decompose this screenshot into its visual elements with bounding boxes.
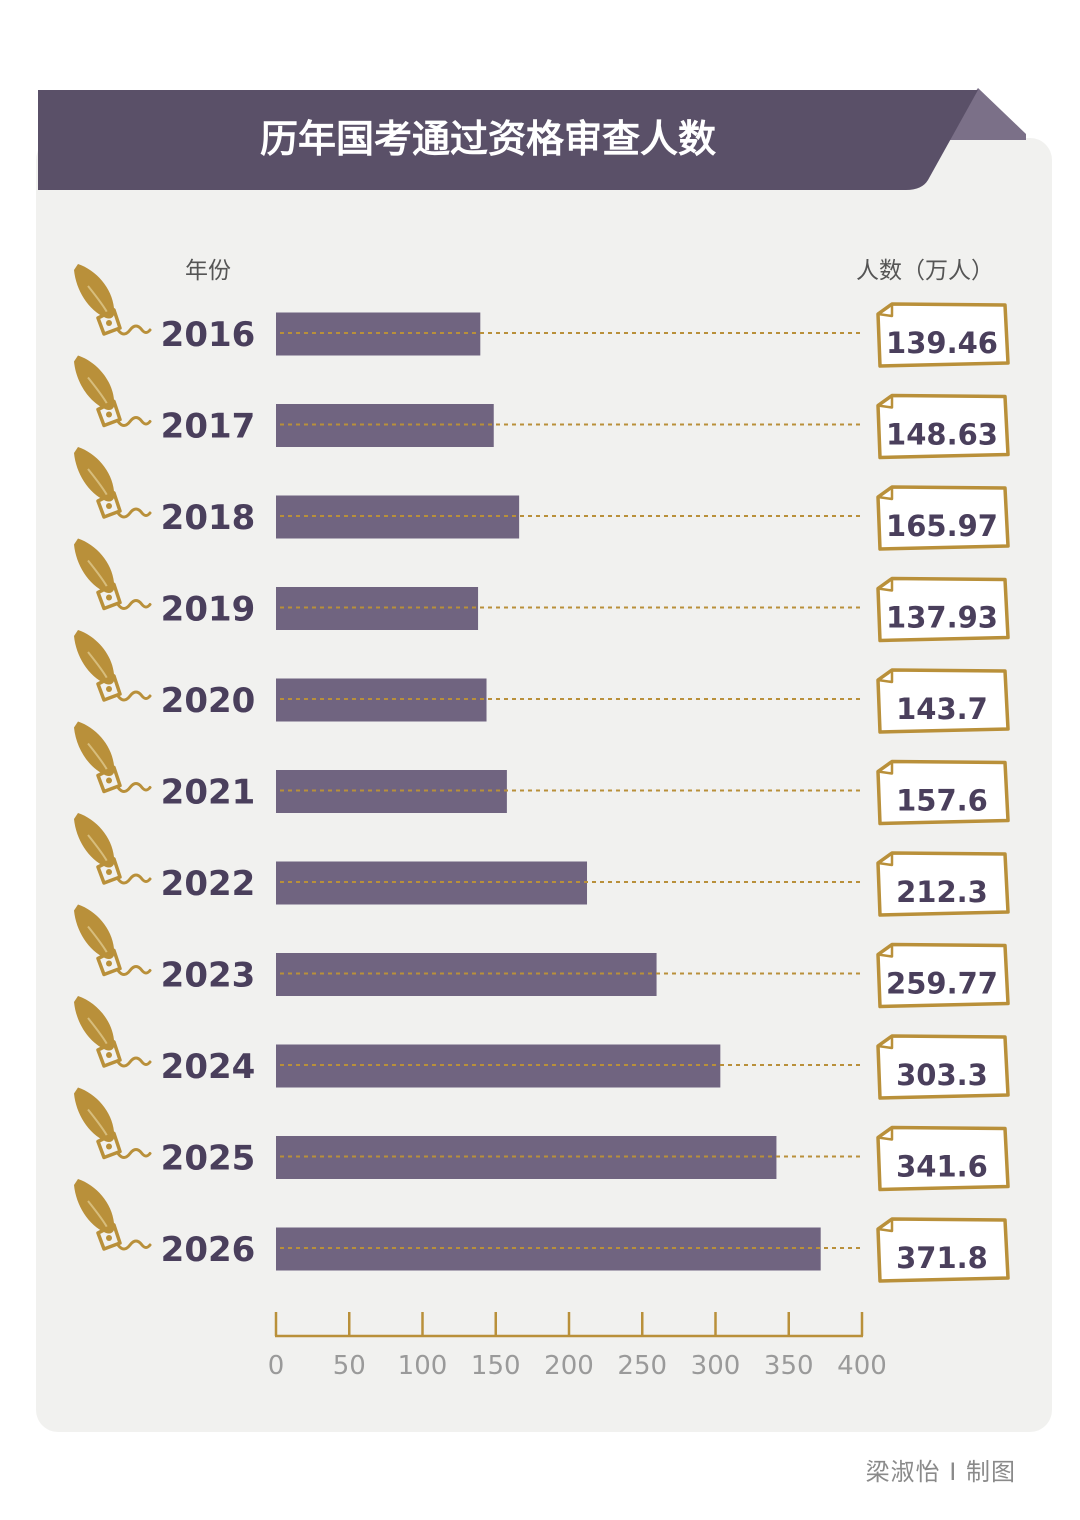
value-tag: 165.97 bbox=[876, 485, 1010, 551]
tick-label: 200 bbox=[544, 1351, 594, 1381]
value-label: 165.97 bbox=[886, 509, 998, 543]
fountain-pen-icon bbox=[74, 1087, 152, 1160]
bar-rows: 2016 139.46 2017 148.63 2018 165.97 2019 137.93… bbox=[74, 264, 1010, 1283]
year-label: 2024 bbox=[161, 1047, 256, 1087]
fountain-pen-icon bbox=[74, 538, 152, 611]
fountain-pen-icon bbox=[74, 813, 152, 885]
value-label: 371.8 bbox=[896, 1241, 988, 1275]
credit-text: 梁淑怡 I 制图 bbox=[865, 1458, 1016, 1486]
year-label: 2023 bbox=[161, 956, 256, 996]
value-tag: 139.46 bbox=[876, 302, 1010, 368]
value-tag: 371.8 bbox=[876, 1217, 1010, 1283]
value-label: 143.7 bbox=[896, 692, 988, 726]
fountain-pen-icon bbox=[74, 264, 152, 336]
value-label: 259.77 bbox=[886, 967, 998, 1001]
year-label: 2020 bbox=[161, 681, 256, 721]
value-tag: 157.6 bbox=[876, 759, 1010, 826]
x-axis: 0 50 100 150 200 250 300 350 400 bbox=[268, 1312, 887, 1381]
chart-panel bbox=[36, 138, 1052, 1432]
value-tag: 259.77 bbox=[876, 942, 1010, 1009]
bar-row: 2018 165.97 bbox=[74, 447, 1010, 551]
bar-row: 2025 341.6 bbox=[74, 1087, 1010, 1192]
year-label: 2016 bbox=[161, 315, 256, 355]
year-label: 2019 bbox=[161, 590, 256, 630]
banner-fold bbox=[940, 88, 1026, 140]
bar-row: 2020 143.7 bbox=[74, 630, 1010, 734]
bar bbox=[276, 495, 520, 539]
fountain-pen-icon bbox=[74, 721, 152, 794]
bar-row: 2024 303.3 bbox=[74, 996, 1010, 1100]
value-label: 303.3 bbox=[896, 1058, 988, 1092]
bar-row: 2026 371.8 bbox=[74, 1179, 1010, 1283]
value-tag: 341.6 bbox=[876, 1125, 1010, 1192]
year-label: 2018 bbox=[161, 498, 256, 538]
fountain-pen-icon bbox=[74, 447, 152, 519]
tick-label: 250 bbox=[617, 1351, 667, 1381]
category-axis-label: 年份 bbox=[185, 258, 231, 284]
chart-title: 历年国考通过资格审查人数 bbox=[260, 117, 716, 161]
year-label: 2017 bbox=[161, 407, 256, 447]
value-tag: 137.93 bbox=[876, 576, 1010, 643]
fountain-pen-icon bbox=[74, 904, 152, 977]
bar-row: 2017 148.63 bbox=[74, 355, 1010, 460]
value-tag: 143.7 bbox=[876, 668, 1010, 734]
bar-row: 2019 137.93 bbox=[74, 538, 1010, 643]
bar-row: 2021 157.6 bbox=[74, 721, 1010, 826]
bar-row: 2016 139.46 bbox=[74, 264, 1010, 368]
value-label: 157.6 bbox=[896, 784, 988, 818]
value-tag: 148.63 bbox=[876, 393, 1010, 460]
value-axis-label: 人数（万人） bbox=[856, 258, 994, 284]
tick-label: 300 bbox=[691, 1351, 741, 1381]
title-banner bbox=[38, 90, 978, 190]
year-label: 2021 bbox=[161, 773, 256, 813]
bar bbox=[276, 861, 588, 905]
value-label: 212.3 bbox=[896, 875, 988, 909]
value-label: 139.46 bbox=[886, 326, 998, 360]
tick-label: 350 bbox=[764, 1351, 814, 1381]
fountain-pen-icon bbox=[74, 1179, 152, 1251]
bar-row: 2022 212.3 bbox=[74, 813, 1010, 917]
tick-label: 0 bbox=[268, 1351, 285, 1381]
year-label: 2022 bbox=[161, 864, 256, 904]
value-label: 341.6 bbox=[896, 1150, 988, 1184]
tick-label: 100 bbox=[398, 1351, 448, 1381]
tick-label: 50 bbox=[333, 1351, 366, 1381]
year-label: 2026 bbox=[161, 1230, 256, 1270]
value-label: 148.63 bbox=[886, 418, 998, 452]
bar bbox=[276, 1136, 777, 1179]
value-label: 137.93 bbox=[886, 601, 998, 635]
tick-label: 150 bbox=[471, 1351, 521, 1381]
value-tag: 303.3 bbox=[876, 1034, 1010, 1100]
bar-row: 2023 259.77 bbox=[74, 904, 1010, 1009]
fountain-pen-icon bbox=[74, 355, 152, 428]
value-tag: 212.3 bbox=[876, 851, 1010, 917]
year-label: 2025 bbox=[161, 1139, 256, 1179]
fountain-pen-icon bbox=[74, 996, 152, 1068]
tick-label: 400 bbox=[837, 1351, 887, 1381]
fountain-pen-icon bbox=[74, 630, 152, 702]
